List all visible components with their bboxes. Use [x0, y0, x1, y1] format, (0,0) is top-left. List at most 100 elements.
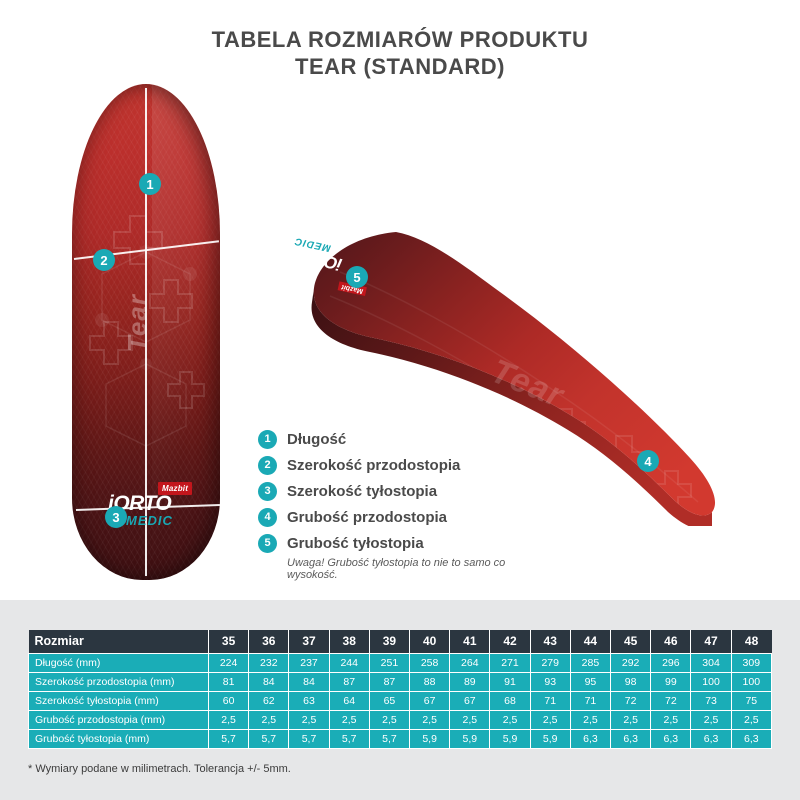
- cell-2-42: 68: [489, 690, 531, 711]
- cell-0-48: 309: [730, 652, 773, 673]
- cell-3-42: 2,5: [489, 709, 531, 730]
- cell-0-46: 296: [650, 652, 692, 673]
- legend-note: Uwaga! Grubość tyłostopia to nie to samo…: [287, 557, 506, 581]
- cell-1-42: 91: [489, 671, 531, 692]
- cell-3-45: 2,5: [610, 709, 652, 730]
- row-label-0: Długość (mm): [28, 652, 209, 673]
- table-footnote: * Wymiary podane w milimetrach. Toleranc…: [28, 763, 291, 775]
- title-line-2: TEAR (STANDARD): [295, 54, 505, 79]
- header-size-35: 35: [207, 630, 249, 653]
- cell-4-41: 5,9: [449, 728, 491, 749]
- cell-1-44: 95: [569, 671, 612, 692]
- cell-0-43: 279: [529, 652, 571, 673]
- cell-3-37: 2,5: [288, 709, 330, 730]
- header-size-43: 43: [529, 630, 571, 653]
- guide-line-length: [145, 88, 147, 576]
- table-row: Szerokość przodostopia (mm) 81 84 84 87 87 88 8…: [28, 671, 773, 692]
- cell-4-40: 5,9: [409, 728, 451, 749]
- legend-item-4: 4 Grubość przodostopia: [258, 508, 558, 527]
- cell-2-44: 71: [569, 690, 612, 711]
- cell-0-47: 304: [690, 652, 732, 673]
- legend-item-2: 2 Szerokość przodostopia: [258, 456, 558, 475]
- cell-4-38: 5,7: [328, 728, 370, 749]
- legend-label-2: Szerokość przodostopia: [287, 457, 461, 474]
- cell-1-35: 81: [207, 671, 250, 692]
- logo-sub-text: MEDIC: [126, 513, 173, 528]
- title-line-1: TABELA ROZMIARÓW PRODUKTU: [211, 27, 589, 52]
- table-row: Grubość tyłostopia (mm) 5,7 5,7 5,7 5,7 5,7 5,…: [28, 728, 773, 749]
- header-size-41: 41: [449, 630, 490, 653]
- cell-2-45: 72: [610, 690, 652, 711]
- cell-4-37: 5,7: [288, 728, 330, 749]
- header-size-46: 46: [650, 630, 691, 653]
- size-table-body: Długość (mm) 224 232 237 244 251 258 264 271 279 2…: [28, 652, 773, 749]
- row-label-4: Grubość tyłostopia (mm): [28, 728, 209, 749]
- row-label-3: Grubość przodostopia (mm): [28, 709, 209, 730]
- cell-0-37: 237: [288, 652, 330, 673]
- cell-1-45: 98: [610, 671, 652, 692]
- header-size-44: 44: [569, 630, 611, 653]
- insole-side-thickness: [311, 288, 712, 526]
- header-size-47: 47: [690, 630, 732, 653]
- cell-4-43: 5,9: [529, 728, 571, 749]
- cell-4-47: 6,3: [690, 728, 732, 749]
- cell-3-44: 2,5: [569, 709, 612, 730]
- cell-2-36: 62: [248, 690, 290, 711]
- cell-4-46: 6,3: [650, 728, 692, 749]
- cell-2-41: 67: [449, 690, 491, 711]
- header-size-40: 40: [409, 630, 450, 653]
- cell-3-41: 2,5: [449, 709, 491, 730]
- cell-4-35: 5,7: [207, 728, 250, 749]
- size-table-header: Rozmiar 35 36 37 38 39 40 41 42 43 44 45 46 47 48: [28, 630, 772, 653]
- table-header-row: Rozmiar 35 36 37 38 39 40 41 42 43 44 45 46 47 48: [28, 630, 772, 653]
- cell-2-48: 75: [730, 690, 773, 711]
- cell-3-47: 2,5: [690, 709, 732, 730]
- cell-2-40: 67: [409, 690, 451, 711]
- cell-3-39: 2,5: [368, 709, 411, 730]
- table-row: Szerokość tyłostopia (mm) 60 62 63 64 65 67 67 6…: [28, 690, 773, 711]
- size-table-panel: Rozmiar 35 36 37 38 39 40 41 42 43 44 45 46 47 48 Dłu…: [0, 600, 800, 800]
- row-label-1: Szerokość przodostopia (mm): [28, 671, 209, 692]
- cell-2-35: 60: [207, 690, 250, 711]
- insole-side-surface: [313, 232, 716, 516]
- cell-0-35: 224: [207, 652, 250, 673]
- cell-1-39: 87: [368, 671, 411, 692]
- size-table: Rozmiar 35 36 37 38 39 40 41 42 43 44 45 46 47 48 Dłu…: [28, 630, 773, 749]
- cell-3-43: 2,5: [529, 709, 571, 730]
- cell-2-43: 71: [529, 690, 571, 711]
- legend-number-1: 1: [258, 430, 277, 449]
- cell-3-36: 2,5: [248, 709, 290, 730]
- cell-2-46: 72: [650, 690, 692, 711]
- cell-4-45: 6,3: [610, 728, 652, 749]
- cell-4-48: 6,3: [730, 728, 773, 749]
- cell-0-39: 251: [368, 652, 411, 673]
- header-size-42: 42: [489, 630, 531, 653]
- cell-1-43: 93: [529, 671, 571, 692]
- header-size-37: 37: [288, 630, 330, 653]
- cell-2-47: 73: [690, 690, 732, 711]
- insole-highlight: [151, 84, 220, 580]
- cell-2-38: 64: [328, 690, 370, 711]
- cell-2-37: 63: [288, 690, 330, 711]
- page-title: TABELA ROZMIARÓW PRODUKTU TEAR (STANDARD…: [0, 26, 800, 80]
- legend-number-5: 5: [258, 534, 277, 553]
- header-rozmiar: Rozmiar: [28, 630, 209, 653]
- cell-1-40: 88: [409, 671, 451, 692]
- insole-side-view-image: [300, 226, 720, 526]
- brand-badge-top: Mazbit: [158, 482, 193, 495]
- insole-top-wordmark: Tear: [122, 294, 152, 352]
- header-size-48: 48: [730, 630, 772, 653]
- cell-0-40: 258: [409, 652, 451, 673]
- cell-3-46: 2,5: [650, 709, 692, 730]
- measurement-marker-3: 3: [105, 506, 127, 528]
- cell-1-47: 100: [690, 671, 732, 692]
- table-row: Grubość przodostopia (mm) 2,5 2,5 2,5 2,5 2,5…: [28, 709, 773, 730]
- measurement-marker-4: 4: [637, 450, 659, 472]
- cell-3-40: 2,5: [409, 709, 451, 730]
- cell-2-39: 65: [368, 690, 411, 711]
- legend-item-3: 3 Szerokość tyłostopia: [258, 482, 558, 501]
- cell-3-38: 2,5: [328, 709, 370, 730]
- measurement-marker-1: 1: [139, 173, 161, 195]
- cell-1-46: 99: [650, 671, 692, 692]
- cell-0-44: 285: [569, 652, 612, 673]
